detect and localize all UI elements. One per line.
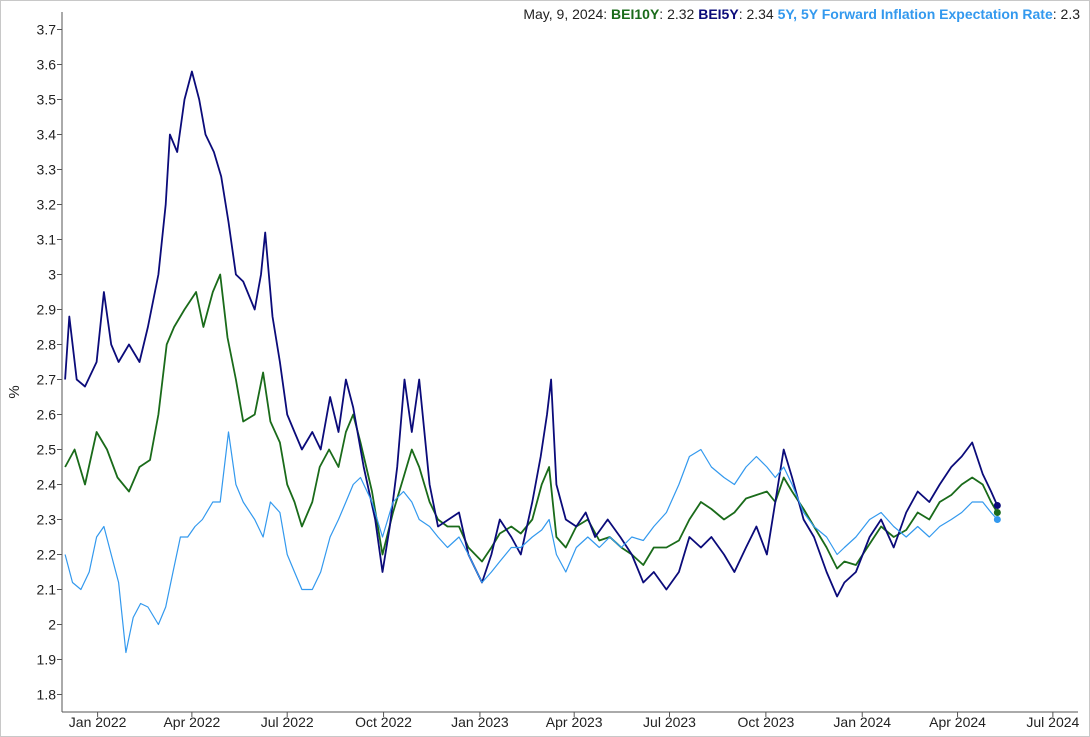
legend-series-3-name: 5Y, 5Y Forward Inflation Expectation Rat… [777, 6, 1053, 22]
series-end-point-2 [993, 502, 1001, 509]
series-lines [64, 70, 999, 654]
x-tick-label: Jan 2022 [69, 714, 127, 730]
legend-series-2-value: 2.34 [746, 6, 774, 22]
legend-series-1-name: BEI10Y [611, 6, 660, 22]
legend: May, 9, 2024: BEI10Y: 2.32 BEI5Y: 2.34 5… [523, 6, 1080, 22]
y-tick-label: 3.3 [37, 162, 57, 178]
y-axis-label: % [6, 385, 23, 398]
legend-date: May, 9, 2024 [523, 6, 604, 22]
x-tick-label: Apr 2022 [163, 714, 220, 730]
y-tick-label: 2.5 [37, 442, 57, 458]
series-line-1 [64, 273, 999, 570]
y-tick-label: 3.5 [37, 92, 57, 108]
y-tick-label: 3.4 [37, 127, 57, 143]
series-line-2 [64, 70, 999, 598]
y-tick-label: 1.9 [37, 652, 57, 668]
x-tick-label: Oct 2023 [737, 714, 794, 730]
y-tick-label: 1.8 [37, 687, 57, 703]
y-tick-label: 3 [48, 267, 56, 283]
x-tick-label: Apr 2023 [546, 714, 603, 730]
series-end-point-1 [993, 509, 1001, 516]
x-tick-label: Jul 2023 [643, 714, 696, 730]
y-tick-label: 3.2 [37, 197, 57, 213]
x-axis-ticks: Jan 2022 Apr 2022 Jul 2022 Oct 2022 Jan 2023… [69, 712, 1080, 730]
y-tick-label: 2.9 [37, 302, 57, 318]
axes [61, 12, 1078, 713]
y-tick-label: 2.4 [37, 477, 57, 493]
end-markers [993, 502, 1001, 523]
y-tick-label: 2.6 [37, 407, 57, 423]
legend-series-2-name: BEI5Y [698, 6, 739, 22]
x-tick-label: Jan 2024 [833, 714, 891, 730]
y-tick-label: 3.1 [37, 232, 57, 248]
y-axis-ticks: 1.8 1.9 2 2.1 2.2 2.3 2.4 2.5 2.6 2.7 2.8 2.9 3 3.1 3.… [37, 22, 62, 703]
series-line-3 [64, 431, 998, 654]
series-end-point-3 [993, 516, 1001, 523]
x-tick-label: Apr 2024 [929, 714, 986, 730]
y-tick-label: 2.3 [37, 512, 57, 528]
x-tick-label: Jul 2022 [261, 714, 314, 730]
x-tick-label: Jul 2024 [1026, 714, 1079, 730]
y-tick-label: 2.2 [37, 547, 57, 563]
x-tick-label: Oct 2022 [355, 714, 412, 730]
y-tick-label: 2 [48, 617, 56, 633]
y-tick-label: 2.7 [37, 372, 57, 388]
y-tick-label: 2.1 [37, 582, 57, 598]
legend-series-1-value: 2.32 [667, 6, 695, 22]
legend-series-3-value: 2.3 [1060, 6, 1080, 22]
y-tick-label: 3.7 [37, 22, 57, 38]
y-tick-label: 2.8 [37, 337, 57, 353]
x-tick-label: Jan 2023 [451, 714, 509, 730]
y-tick-label: 3.6 [37, 57, 57, 73]
